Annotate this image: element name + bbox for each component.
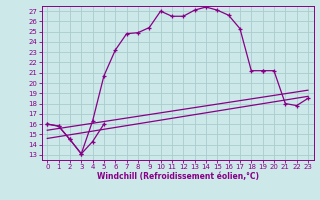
- X-axis label: Windchill (Refroidissement éolien,°C): Windchill (Refroidissement éolien,°C): [97, 172, 259, 181]
